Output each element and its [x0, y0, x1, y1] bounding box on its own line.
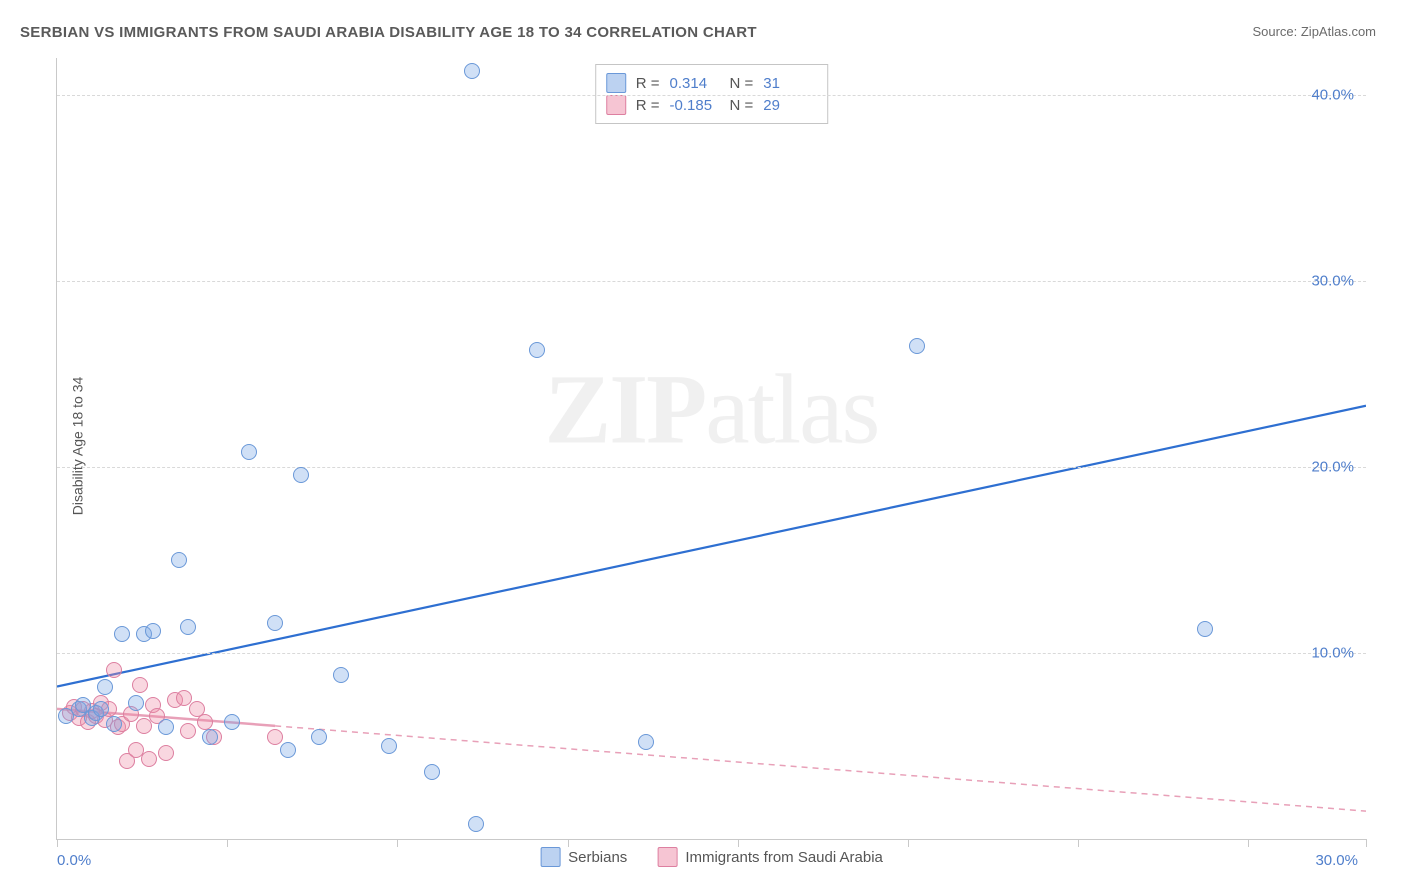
data-point [333, 667, 349, 683]
gridline [57, 95, 1366, 96]
r-value-b: -0.185 [670, 97, 720, 114]
gridline [57, 467, 1366, 468]
x-tick-label: 30.0% [1315, 852, 1358, 869]
scatter-plot: ZIPatlas R = 0.314 N = 31 R = -0.185 N =… [56, 58, 1366, 840]
legend-row-series-b: R = -0.185 N = 29 [606, 95, 814, 115]
data-point [311, 729, 327, 745]
data-point [171, 552, 187, 568]
n-label-a: N = [730, 75, 754, 92]
data-point [638, 734, 654, 750]
swatch-series-a [606, 73, 626, 93]
x-tick [908, 839, 909, 847]
n-label-b: N = [730, 97, 754, 114]
data-point [529, 342, 545, 358]
data-point [132, 677, 148, 693]
x-tick [1248, 839, 1249, 847]
x-tick [1078, 839, 1079, 847]
data-point [158, 745, 174, 761]
n-value-a: 31 [763, 75, 813, 92]
legend-item-series-a: Serbians [540, 847, 627, 867]
r-value-a: 0.314 [670, 75, 720, 92]
data-point [197, 714, 213, 730]
data-point [241, 444, 257, 460]
data-point [381, 738, 397, 754]
data-point [267, 615, 283, 631]
x-tick [227, 839, 228, 847]
data-point [267, 729, 283, 745]
series-b-name: Immigrants from Saudi Arabia [685, 849, 883, 866]
x-tick [1366, 839, 1367, 847]
correlation-legend: R = 0.314 N = 31 R = -0.185 N = 29 [595, 64, 829, 124]
data-point [464, 63, 480, 79]
swatch-a-icon [540, 847, 560, 867]
watermark: ZIPatlas [545, 352, 879, 467]
legend-row-series-a: R = 0.314 N = 31 [606, 73, 814, 93]
data-point [93, 701, 109, 717]
data-point [424, 764, 440, 780]
data-point [1197, 621, 1213, 637]
x-tick [397, 839, 398, 847]
data-point [106, 716, 122, 732]
x-tick [568, 839, 569, 847]
gridline [57, 653, 1366, 654]
data-point [128, 695, 144, 711]
y-tick-label: 20.0% [1311, 459, 1354, 476]
y-tick-label: 30.0% [1311, 273, 1354, 290]
data-point [106, 662, 122, 678]
source-attribution: Source: ZipAtlas.com [1252, 24, 1376, 39]
data-point [180, 619, 196, 635]
y-tick-label: 10.0% [1311, 645, 1354, 662]
data-point [114, 626, 130, 642]
r-label-b: R = [636, 97, 660, 114]
data-point [145, 623, 161, 639]
x-tick-label: 0.0% [57, 852, 91, 869]
n-value-b: 29 [763, 97, 813, 114]
legend-item-series-b: Immigrants from Saudi Arabia [657, 847, 883, 867]
data-point [97, 679, 113, 695]
swatch-series-b [606, 95, 626, 115]
data-point [202, 729, 218, 745]
data-point [909, 338, 925, 354]
y-tick-label: 40.0% [1311, 87, 1354, 104]
data-point [224, 714, 240, 730]
data-point [180, 723, 196, 739]
data-point [468, 816, 484, 832]
chart-title: SERBIAN VS IMMIGRANTS FROM SAUDI ARABIA … [20, 24, 757, 41]
data-point [280, 742, 296, 758]
series-legend: Serbians Immigrants from Saudi Arabia [540, 847, 883, 867]
data-point [141, 751, 157, 767]
data-point [293, 467, 309, 483]
x-tick [57, 839, 58, 847]
swatch-b-icon [657, 847, 677, 867]
gridline [57, 281, 1366, 282]
r-label-a: R = [636, 75, 660, 92]
series-a-name: Serbians [568, 849, 627, 866]
data-point [158, 719, 174, 735]
x-tick [738, 839, 739, 847]
